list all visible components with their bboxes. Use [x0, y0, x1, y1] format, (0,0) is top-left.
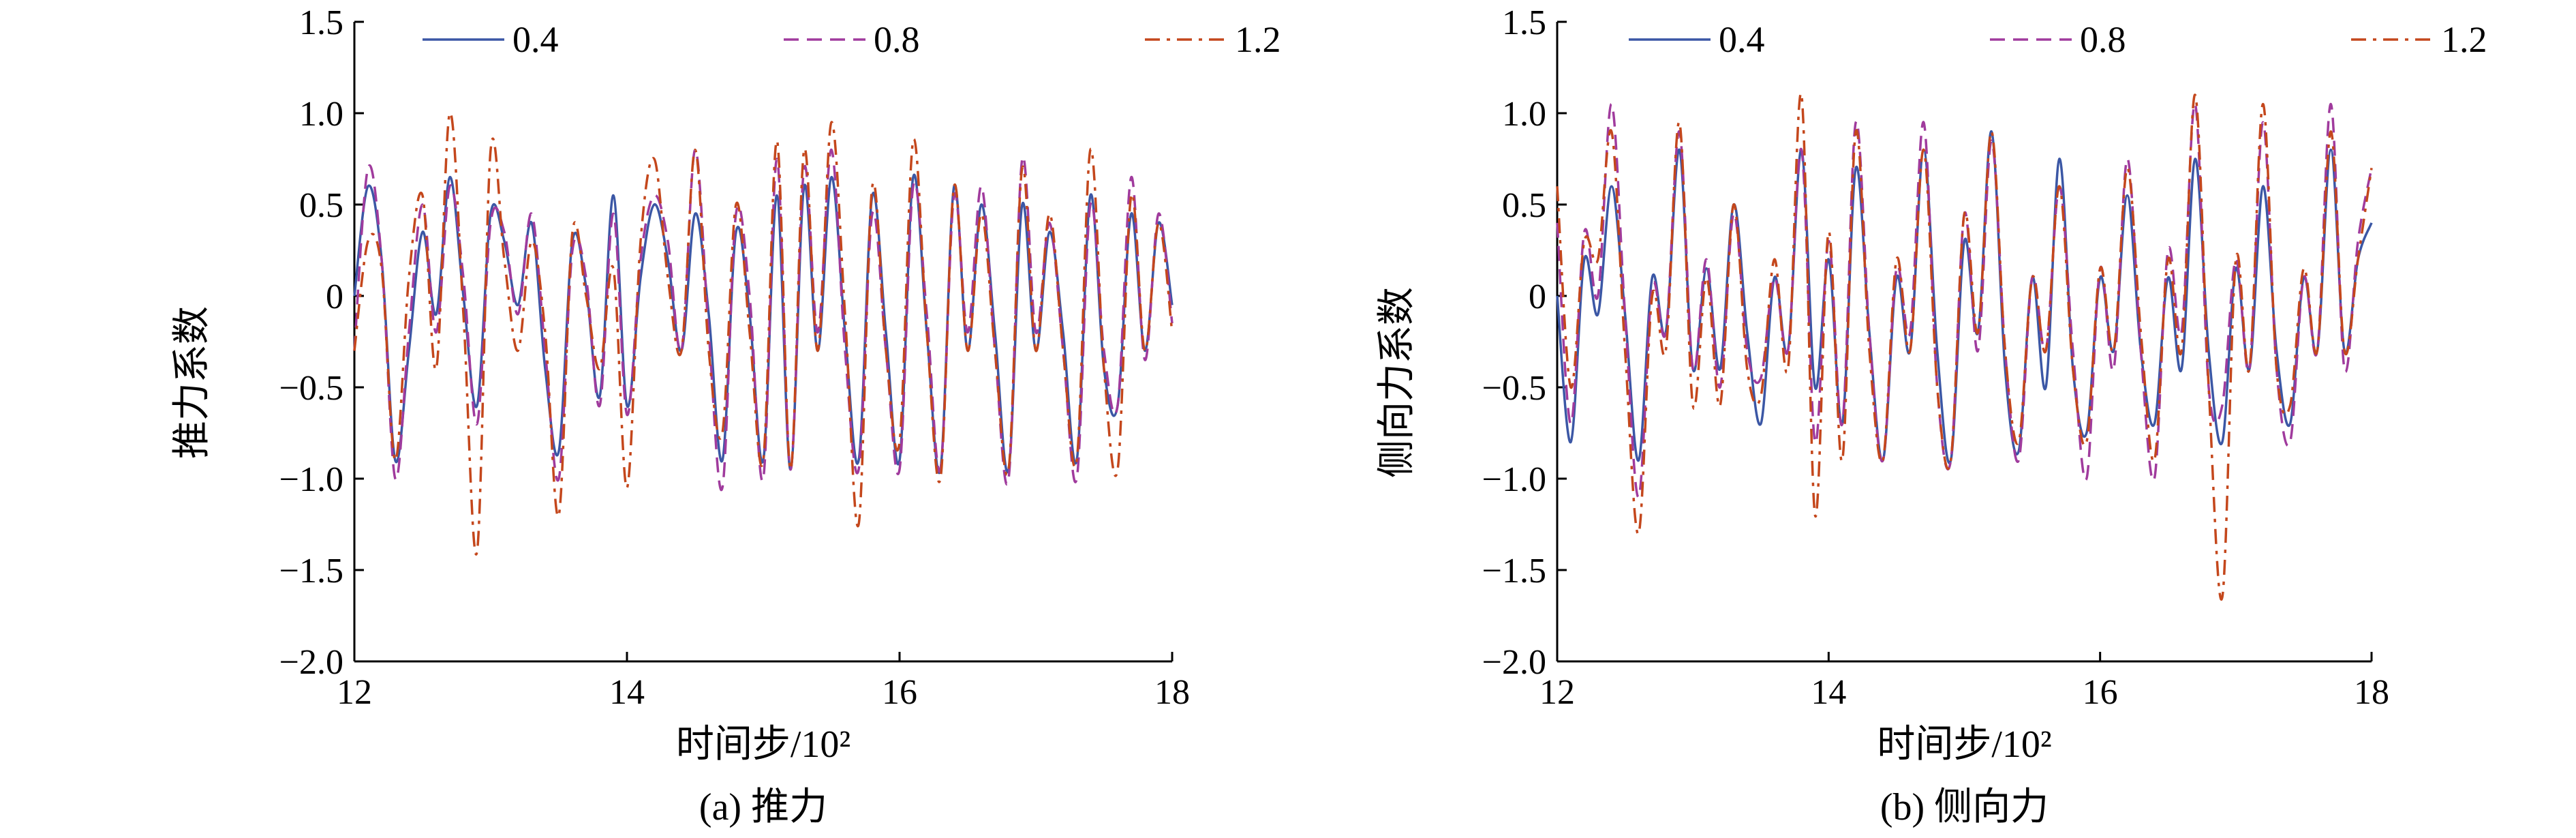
legend-label: 0.4: [1719, 19, 1765, 60]
panel-b: 1.5 1.0 0.5 0 −0.5 −1.0 −1.5 −2.012 14 16 18 0.4 0.8…: [1376, 3, 2487, 828]
panel-a: 1.5 1.0 0.5 0 −0.5 −1.0 −1.5 −2.012 14 16 18 0.4 0.8…: [171, 3, 1281, 828]
y-tick-label: −1.0: [1482, 460, 1546, 499]
x-tick-label: 14: [609, 673, 645, 712]
series-line-0-8: [1556, 102, 2373, 498]
x-tick-label: 16: [882, 673, 917, 712]
x-tick-label: 12: [337, 673, 372, 712]
series-line-0-8: [353, 148, 1174, 492]
series-line-1-2: [353, 111, 1174, 556]
panel-caption: (a) 推力: [699, 786, 827, 828]
y-axis-label: 推力系数: [171, 306, 213, 459]
y-tick-label: 1.5: [1502, 3, 1546, 42]
y-tick-label: −1.5: [279, 552, 343, 590]
plot-area-a: 1.5 1.0 0.5 0 −0.5 −1.0 −1.5 −2.012 14 16 18 0.4 0.8…: [171, 3, 1281, 828]
x-tick-label: 18: [1154, 673, 1190, 712]
y-tick-label: −1.0: [279, 460, 343, 499]
legend-label: 0.8: [2080, 19, 2126, 60]
y-tick-label: 0.5: [299, 186, 343, 225]
y-tick-label: −2.0: [1482, 643, 1546, 682]
y-axis-label: 侧向力系数: [1376, 287, 1418, 478]
y-tick-label: −1.5: [1482, 552, 1546, 590]
y-tick-label: 0: [1529, 278, 1546, 316]
legend-label: 1.2: [2441, 19, 2487, 60]
legend-label: 0.8: [874, 19, 920, 60]
x-axis-label: 时间步/10²: [1877, 723, 2051, 766]
series-line-1-2: [1556, 92, 2373, 601]
y-tick-label: 1.0: [1502, 95, 1546, 134]
y-tick-label: 1.5: [299, 3, 343, 42]
plot-area-b: 1.5 1.0 0.5 0 −0.5 −1.0 −1.5 −2.012 14 16 18 0.4 0.8…: [1376, 3, 2487, 828]
x-axis-label: 时间步/10²: [676, 723, 850, 766]
panel-caption: (b) 侧向力: [1880, 786, 2049, 828]
y-tick-label: 1.0: [299, 95, 343, 134]
x-tick-label: 12: [1539, 673, 1575, 712]
legend-label: 0.4: [512, 19, 559, 60]
legend-label: 1.2: [1235, 19, 1281, 60]
y-tick-label: 0: [326, 278, 343, 316]
y-tick-label: −0.5: [279, 369, 343, 408]
y-tick-label: −0.5: [1482, 369, 1546, 408]
y-tick-label: 0.5: [1502, 186, 1546, 225]
series-line-0-4: [353, 173, 1174, 475]
series-line-0-4: [1556, 130, 2373, 464]
x-tick-label: 14: [1811, 673, 1846, 712]
x-tick-label: 16: [2083, 673, 2118, 712]
x-tick-label: 18: [2354, 673, 2389, 712]
y-tick-label: −2.0: [279, 643, 343, 682]
